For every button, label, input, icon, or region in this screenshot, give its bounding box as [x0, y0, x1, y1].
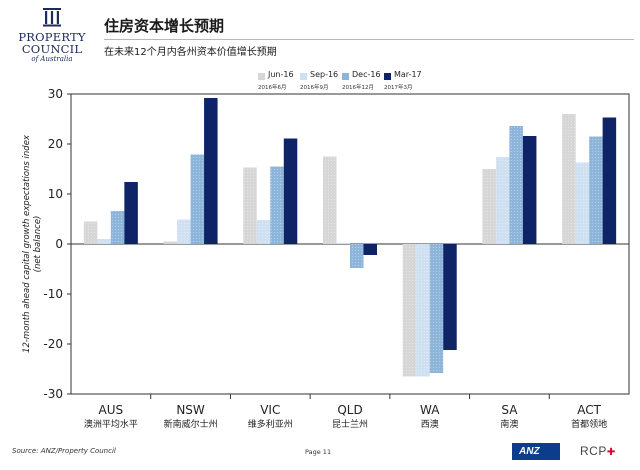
bar-texture — [482, 169, 496, 244]
bar-texture — [495, 157, 510, 244]
bar-Mar-17-SA — [522, 136, 537, 244]
legend-swatch — [384, 73, 391, 80]
y-tick-label: 0 — [55, 237, 63, 251]
rcp-logo-text: RCP — [580, 444, 607, 458]
bar-texture — [575, 162, 590, 244]
x-category-label-cn: 首都领地 — [571, 418, 607, 430]
bar-texture — [270, 166, 284, 244]
legend-sublabel: 2016年12月 — [342, 85, 374, 91]
x-category-label-cn: 维多利亚州 — [248, 418, 293, 430]
logo-text-line3: of Australia — [31, 55, 73, 63]
y-tick-label: -10 — [43, 287, 63, 301]
page-title: 住房资本增长预期 — [104, 17, 225, 35]
legend-label: Dec-16 — [352, 70, 381, 79]
page-number: Page 11 — [305, 448, 332, 456]
logo-text-line2: COUNCIL — [21, 42, 83, 56]
bar-texture — [177, 219, 191, 244]
bar-texture — [190, 154, 205, 244]
bar-texture — [589, 136, 603, 244]
legend-swatch — [342, 73, 349, 80]
bar-Mar-17-QLD — [363, 244, 377, 255]
legend-sublabel: 2016年6月 — [258, 85, 287, 91]
building-icon — [43, 8, 61, 27]
x-category-label-cn: 新南威尔士州 — [164, 418, 218, 430]
bar-texture — [83, 221, 98, 244]
x-category-label: AUS — [99, 403, 124, 417]
x-category-label: SA — [501, 403, 518, 417]
legend-label: Jun-16 — [268, 70, 294, 79]
y-axis-title-line2: (net balance) — [33, 216, 43, 273]
bar-Mar-17-VIC — [283, 138, 298, 244]
bar-texture — [256, 220, 271, 244]
title-divider — [104, 39, 634, 40]
x-category-label: NSW — [176, 403, 205, 417]
bar-texture — [110, 211, 125, 244]
bar-texture — [350, 244, 364, 268]
x-category-label-cn: 昆士兰州 — [332, 418, 368, 430]
y-tick-label: 10 — [48, 187, 63, 201]
y-axis-title: 12-month ahead capital growth expectatio… — [22, 134, 32, 353]
anz-logo-text: ANZ — [519, 446, 540, 457]
rcp-cross-icon: ✚ — [606, 447, 616, 458]
bar-texture — [416, 244, 430, 377]
y-tick-label: -30 — [43, 387, 63, 401]
bar-Mar-17-WA — [443, 244, 457, 350]
anz-logo: ANZ — [512, 443, 560, 460]
legend-swatch — [258, 73, 265, 80]
bar-texture — [243, 167, 257, 244]
y-tick-label: 20 — [48, 137, 63, 151]
bar-texture — [562, 114, 576, 244]
bar-texture — [163, 241, 178, 244]
bar-Mar-17-AUS — [124, 182, 138, 244]
x-category-label-cn: 西澳 — [421, 418, 439, 430]
rcp-logo: RCP✚ — [580, 444, 616, 458]
bar-texture — [429, 244, 444, 373]
x-category-label-cn: 澳洲平均水平 — [84, 418, 138, 430]
bar-texture — [509, 126, 523, 244]
bar-Mar-17-ACT — [602, 117, 617, 244]
page-subtitle: 在未来12个月内各州资本价值增长预期 — [104, 47, 277, 58]
bar-texture — [402, 244, 417, 377]
x-category-label: QLD — [337, 403, 362, 417]
legend-label: Sep-16 — [310, 70, 339, 79]
logo-text-line1: PROPERTY — [18, 30, 86, 44]
bar-texture — [97, 239, 111, 244]
property-council-logo: PROPERTY COUNCIL of Australia — [4, 6, 100, 70]
x-category-label-cn: 南澳 — [500, 418, 518, 430]
bar-texture — [323, 156, 337, 244]
bar-Mar-17-NSW — [204, 98, 218, 244]
bar-chart: -30 -20 -10 0 10 20 30 12-month ahead capital g… — [22, 87, 630, 430]
y-tick-label: -20 — [43, 337, 63, 351]
y-tick-label: 30 — [48, 87, 63, 101]
x-category-label: VIC — [260, 403, 280, 417]
x-category-label: WA — [420, 403, 440, 417]
legend-sublabel: 2016年9月 — [300, 85, 329, 91]
x-category-label: ACT — [577, 403, 601, 417]
legend-label: Mar-17 — [394, 70, 422, 79]
source-note: Source: ANZ/Property Council — [12, 447, 116, 455]
bar-texture — [336, 243, 350, 244]
legend-sublabel: 2017年3月 — [384, 85, 413, 91]
legend-swatch — [300, 73, 307, 80]
